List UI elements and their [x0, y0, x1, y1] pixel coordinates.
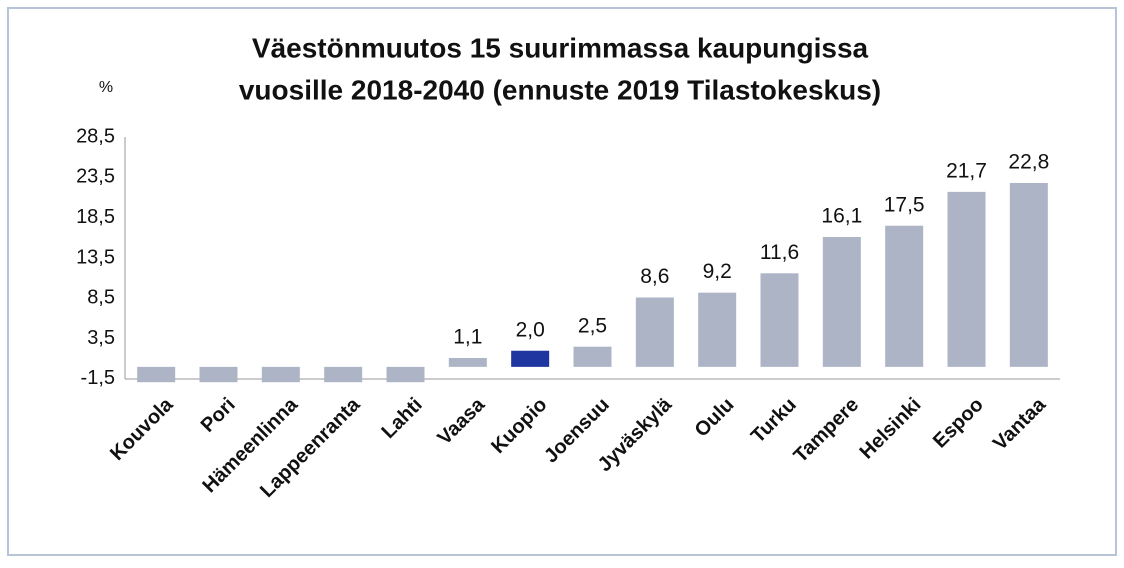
bar [573, 346, 612, 367]
x-tick-label: Vantaa [989, 393, 1051, 455]
y-axis-label: % [99, 79, 113, 96]
x-tick-label: Kouvola [106, 393, 178, 465]
x-tick-label: Kuopio [487, 394, 551, 458]
bar [261, 366, 300, 383]
data-label: 2,0 [516, 318, 545, 341]
bar [822, 237, 861, 367]
chart-title: Väestönmuutos 15 suurimmassa kaupungissa [252, 32, 869, 63]
x-tick-label: Lahti [377, 394, 426, 443]
bar [1009, 182, 1048, 367]
data-label: 21,7 [946, 159, 987, 182]
data-label: 16,1 [821, 205, 862, 228]
data-label: 11,6 [760, 241, 799, 264]
bar [324, 366, 363, 383]
bar [386, 366, 425, 383]
y-tick-label: 18,5 [76, 206, 115, 228]
x-tick-label: Vaasa [433, 393, 489, 449]
data-label: 2,5 [578, 314, 607, 337]
x-tick-label: Turku [747, 394, 801, 448]
y-tick-label: 3,5 [87, 327, 115, 349]
x-tick-label: Pori [197, 394, 240, 437]
bar [137, 366, 176, 383]
y-tick-label: 23,5 [76, 166, 115, 188]
x-tick-label: Espoo [929, 394, 988, 453]
bar [698, 292, 737, 367]
bar [199, 366, 238, 383]
bar [448, 357, 487, 367]
y-tick-label: 28,5 [76, 125, 115, 147]
data-label: 1,1 [453, 326, 482, 349]
data-label: 22,8 [1008, 151, 1049, 174]
frame [7, 7, 1117, 556]
data-label: 9,2 [703, 260, 732, 283]
y-tick-label: -1,5 [81, 367, 115, 389]
data-label: 8,6 [640, 265, 669, 288]
bar [947, 191, 986, 367]
y-tick-label: 8,5 [87, 287, 115, 309]
bar [885, 225, 924, 367]
data-label: 17,5 [884, 193, 925, 216]
chart-title: vuosille 2018-2040 (ennuste 2019 Tilasto… [239, 74, 881, 105]
x-tick-label: Helsinki [856, 394, 926, 464]
bar [511, 350, 550, 367]
y-tick-label: 13,5 [76, 246, 115, 268]
x-tick-label: Tampere [790, 394, 863, 467]
bar [635, 297, 674, 367]
x-tick-label: Oulu [691, 394, 739, 442]
bar [760, 273, 799, 367]
